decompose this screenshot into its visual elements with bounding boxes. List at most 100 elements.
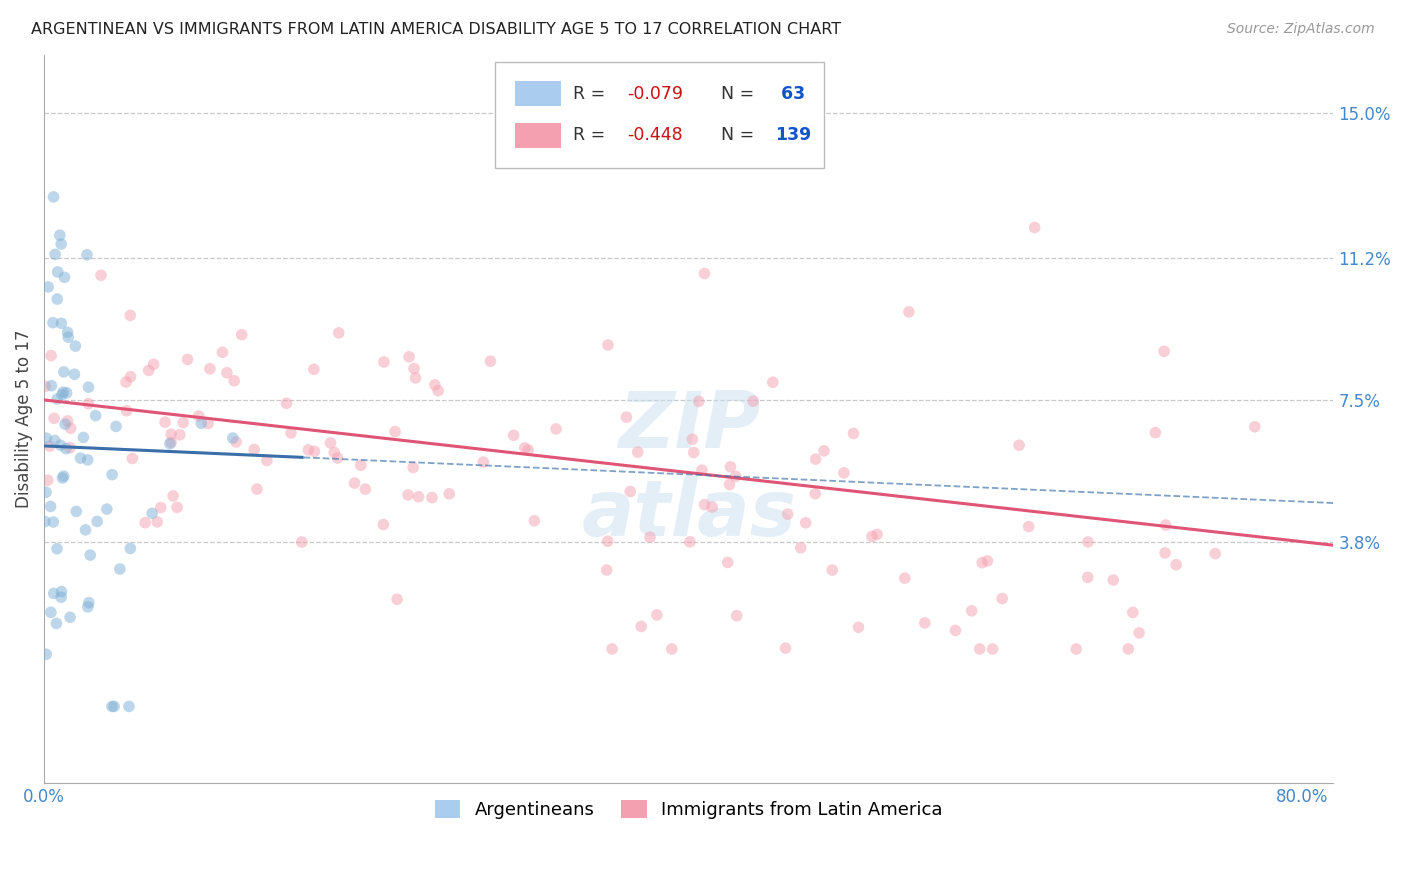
Point xyxy=(44,434,66,448)
Point xyxy=(120,541,142,556)
Point xyxy=(280,425,302,440)
Point xyxy=(172,416,194,430)
Point xyxy=(197,417,219,431)
Point xyxy=(35,431,58,445)
Point xyxy=(619,484,641,499)
Point xyxy=(222,431,245,445)
Point xyxy=(479,354,502,368)
Point xyxy=(190,417,212,431)
Point xyxy=(804,486,827,500)
Point xyxy=(762,376,785,390)
Point xyxy=(408,490,430,504)
Point xyxy=(681,432,703,446)
Point xyxy=(49,228,72,243)
Point xyxy=(616,410,638,425)
Point xyxy=(46,392,69,406)
Point xyxy=(373,517,395,532)
Point xyxy=(326,450,349,465)
Point xyxy=(115,403,138,417)
Point xyxy=(49,438,72,452)
Point xyxy=(789,541,811,555)
Point xyxy=(690,463,713,477)
Point xyxy=(42,515,65,529)
Point xyxy=(897,305,920,319)
Point xyxy=(231,327,253,342)
Point xyxy=(1102,573,1125,587)
Point xyxy=(354,482,377,496)
Point xyxy=(1153,344,1175,359)
Point xyxy=(914,615,936,630)
Point xyxy=(742,394,765,409)
Point xyxy=(688,394,710,409)
Point xyxy=(1077,570,1099,584)
Point xyxy=(405,371,427,385)
Point xyxy=(42,586,65,600)
Point xyxy=(162,489,184,503)
Point xyxy=(420,491,443,505)
Point xyxy=(38,439,60,453)
Point xyxy=(108,562,131,576)
Point xyxy=(121,451,143,466)
Point xyxy=(42,190,65,204)
Point xyxy=(103,699,125,714)
Point xyxy=(842,426,865,441)
Point xyxy=(142,357,165,371)
Point xyxy=(51,471,73,485)
Point xyxy=(396,488,419,502)
Point xyxy=(600,642,623,657)
Point xyxy=(224,374,246,388)
Text: -0.079: -0.079 xyxy=(627,85,683,103)
Point xyxy=(384,425,406,439)
FancyBboxPatch shape xyxy=(495,62,824,168)
Point xyxy=(304,444,326,458)
Point xyxy=(59,441,82,455)
Point xyxy=(513,441,536,455)
Point xyxy=(41,378,63,392)
Legend: Argentineans, Immigrants from Latin America: Argentineans, Immigrants from Latin Amer… xyxy=(427,793,950,826)
Point xyxy=(115,375,138,389)
Point xyxy=(860,529,883,543)
Point xyxy=(75,523,97,537)
Point xyxy=(595,563,617,577)
Point xyxy=(46,292,69,306)
Point xyxy=(813,443,835,458)
Text: ZIP
atlas: ZIP atlas xyxy=(581,388,796,552)
Point xyxy=(972,556,994,570)
Point xyxy=(343,476,366,491)
Point xyxy=(1144,425,1167,440)
Point xyxy=(302,362,325,376)
Y-axis label: Disability Age 5 to 17: Disability Age 5 to 17 xyxy=(15,330,32,508)
Point xyxy=(794,516,817,530)
Point xyxy=(176,352,198,367)
Point xyxy=(402,460,425,475)
Point xyxy=(37,473,59,487)
Point xyxy=(51,388,73,402)
Point xyxy=(328,326,350,340)
Point xyxy=(39,606,62,620)
Point xyxy=(56,330,79,344)
Point xyxy=(96,502,118,516)
Point xyxy=(256,453,278,467)
Point xyxy=(679,534,702,549)
FancyBboxPatch shape xyxy=(515,81,561,106)
Point xyxy=(65,504,87,518)
Point xyxy=(39,349,62,363)
Text: ARGENTINEAN VS IMMIGRANTS FROM LATIN AMERICA DISABILITY AGE 5 TO 17 CORRELATION : ARGENTINEAN VS IMMIGRANTS FROM LATIN AME… xyxy=(31,22,841,37)
Point xyxy=(291,535,314,549)
Point xyxy=(55,385,77,400)
Point xyxy=(373,355,395,369)
Point xyxy=(638,530,661,544)
Point xyxy=(718,477,741,491)
Text: N =: N = xyxy=(721,126,759,145)
Point xyxy=(141,506,163,520)
Point xyxy=(51,316,73,330)
Point xyxy=(211,345,233,359)
Point xyxy=(427,384,450,398)
Point xyxy=(51,584,73,599)
Point xyxy=(1024,220,1046,235)
Point xyxy=(297,442,319,457)
Point xyxy=(246,482,269,496)
Point xyxy=(502,428,524,442)
Point xyxy=(385,592,408,607)
Point xyxy=(523,514,546,528)
